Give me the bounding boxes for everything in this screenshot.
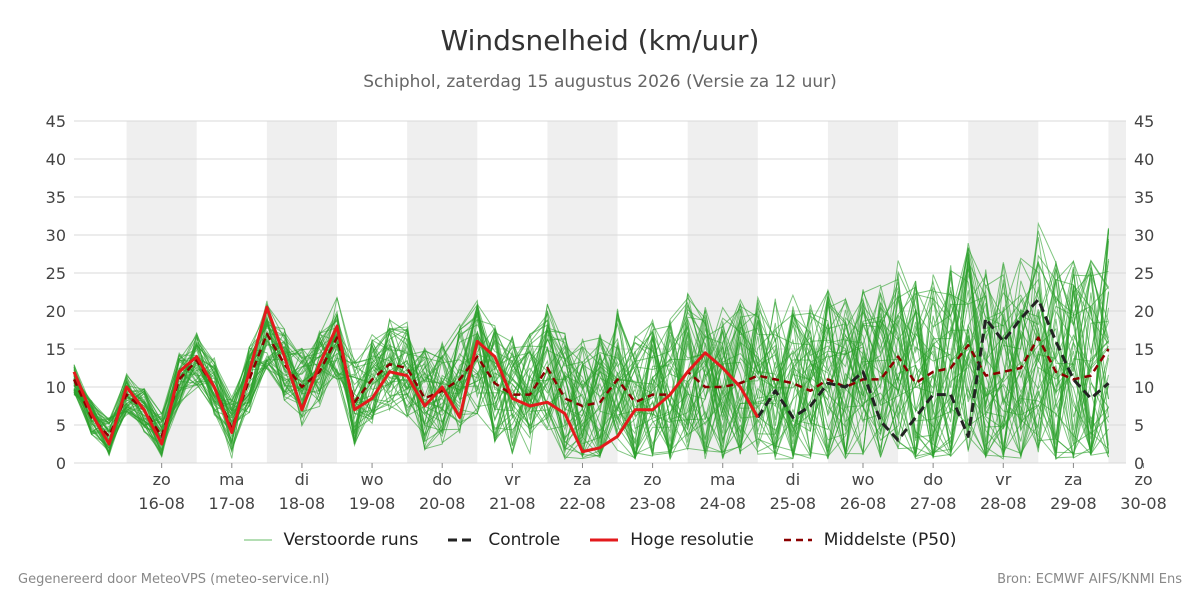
y-tick-label-right: 25 — [1134, 264, 1154, 283]
legend-label-ensemble: Verstoorde runs — [283, 530, 419, 550]
y-tick-label-left: 5 — [56, 416, 66, 435]
y-tick-label-left: 45 — [46, 112, 66, 131]
x-tick-date: 28-08 — [980, 494, 1027, 513]
y-tick-label-right: 5 — [1134, 416, 1144, 435]
x-tick-date: 29-08 — [1050, 494, 1097, 513]
y-tick-label-left: 35 — [46, 188, 66, 207]
x-tick-day: ma — [710, 470, 735, 489]
y-axis-left: 0 5 10 15 20 25 30 35 40 45 — [46, 112, 66, 473]
footer-source: Bron: ECMWF AIFS/KNMI Ens — [997, 572, 1182, 587]
y-tick-label-right: 30 — [1134, 226, 1154, 245]
legend-item-high-res: Hoge resolutie — [590, 530, 754, 550]
x-tick-day: za — [1064, 470, 1082, 489]
x-tick-date: 25-08 — [770, 494, 817, 513]
y-tick-label-left: 40 — [46, 150, 66, 169]
x-tick-date: 26-08 — [840, 494, 887, 513]
x-tick-date: 30-08 — [1120, 494, 1167, 513]
x-tick-date: 24-08 — [699, 494, 746, 513]
y-tick-label-left: 30 — [46, 226, 66, 245]
x-tick-day: wo — [852, 470, 875, 489]
x-tick-date: 19-08 — [349, 494, 396, 513]
ensemble-run-line — [73, 227, 1109, 457]
y-tick-label-right: 20 — [1134, 302, 1154, 321]
day-band — [1108, 121, 1126, 463]
series-line-median — [72, 332, 1110, 438]
y-tick-label-left: 10 — [46, 378, 66, 397]
y-tick-label-right: 40 — [1134, 150, 1154, 169]
y-tick-label-right: 15 — [1134, 340, 1154, 359]
x-axis: zo 16-08 ma 17-08 di 18-08 wo 19-08 do 20-08 vr 21-… — [138, 463, 1167, 513]
legend-label-median: Middelste (P50) — [823, 530, 957, 550]
legend-label-high-res: Hoge resolutie — [630, 530, 754, 550]
legend-swatch-high-res — [590, 538, 619, 542]
x-tick-day: zo — [1134, 470, 1152, 489]
x-tick-day: vr — [995, 470, 1011, 489]
ensemble-run-line — [73, 286, 1109, 459]
ensemble-run-line — [73, 254, 1109, 456]
legend-item-control: Controle — [448, 530, 560, 550]
y-axis-right: 0 5 10 15 20 25 30 35 40 45 — [1134, 112, 1154, 473]
legend-swatch-median — [783, 538, 812, 542]
y-tick-label-right: 0 — [1134, 454, 1144, 473]
y-tick-label-left: 0 — [56, 454, 66, 473]
x-tick-date: 20-08 — [419, 494, 466, 513]
ensemble-run-line — [73, 242, 1109, 460]
legend-swatch-ensemble — [243, 539, 272, 541]
chart-subtitle: Schiphol, zaterdag 15 augustus 2026 (Ver… — [363, 72, 837, 92]
legend-item-ensemble: Verstoorde runs — [243, 530, 419, 550]
series-line-high-res — [72, 305, 760, 454]
x-tick-day: ma — [219, 470, 244, 489]
legend-swatch-control — [448, 538, 477, 542]
x-tick-day: do — [923, 470, 943, 489]
x-tick-day: vr — [504, 470, 520, 489]
x-tick-day: di — [786, 470, 801, 489]
y-tick-label-left: 15 — [46, 340, 66, 359]
y-tick-label-left: 25 — [46, 264, 66, 283]
y-tick-label-right: 45 — [1134, 112, 1154, 131]
x-tick-date: 21-08 — [489, 494, 536, 513]
x-tick-day: zo — [153, 470, 171, 489]
x-tick-day: zo — [644, 470, 662, 489]
chart-title: Windsnelheid (km/uur) — [440, 24, 760, 57]
footer-generator: Gegenereerd door MeteoVPS (meteo-service… — [18, 572, 330, 587]
legend: Verstoorde runs Controle Hoge resolutie … — [0, 530, 1200, 550]
y-tick-label-left: 20 — [46, 302, 66, 321]
y-tick-label-right: 10 — [1134, 378, 1154, 397]
ensemble-run-line — [73, 279, 1109, 456]
x-tick-date: 23-08 — [629, 494, 676, 513]
x-tick-date: 27-08 — [910, 494, 957, 513]
x-tick-date: 16-08 — [138, 494, 185, 513]
x-tick-day: di — [295, 470, 310, 489]
x-tick-day: wo — [361, 470, 384, 489]
legend-label-control: Controle — [488, 530, 561, 550]
x-tick-date: 17-08 — [209, 494, 256, 513]
ensemble-run-line — [73, 240, 1109, 457]
legend-item-median: Middelste (P50) — [783, 530, 957, 550]
ensemble-run-line — [73, 268, 1109, 459]
x-tick-date: 22-08 — [559, 494, 606, 513]
main-series — [72, 298, 1110, 454]
ensemble-run-line — [73, 238, 1109, 458]
x-tick-day: za — [573, 470, 591, 489]
x-tick-date: 18-08 — [279, 494, 326, 513]
x-tick-day: do — [432, 470, 452, 489]
y-tick-label-right: 35 — [1134, 188, 1154, 207]
